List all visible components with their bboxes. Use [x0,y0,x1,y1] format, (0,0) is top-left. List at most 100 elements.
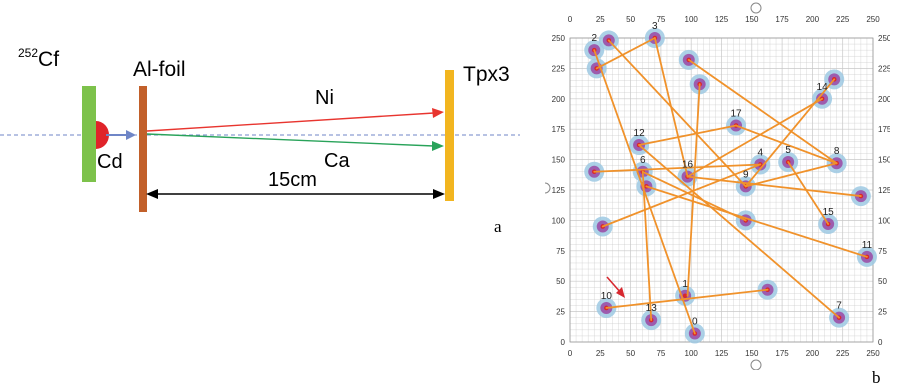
x-tick-label-top: 50 [626,15,635,24]
y-tick-labels-left: 0 25 50 75 100 125 150 175 200 225 250 [552,34,566,347]
track-line [641,170,653,322]
x-tick-label-bottom: 0 [568,349,573,358]
cluster-label: 1 [682,279,688,290]
y-tick-label-right: 150 [878,156,890,165]
y-tick-label-right: 125 [878,186,890,195]
tpx3-detector [445,70,454,201]
cd-absorber [96,121,109,149]
track-line [687,58,838,165]
y-tick-label-left: 125 [552,186,566,195]
track-line [787,161,830,225]
x-tick-label-bottom: 25 [596,349,605,358]
x-tick-label-top: 100 [685,15,699,24]
cluster-label: 11 [862,240,873,251]
distance-right-arrowhead [433,189,445,199]
x-tick-label-bottom: 200 [806,349,820,358]
cluster-label: 14 [817,82,829,93]
resize-handle-left[interactable] [545,182,551,194]
panel-a-letter: a [494,217,502,236]
y-tick-label-left: 100 [552,216,566,225]
cluster-map: 0 25 50 75 100 125 150 175 200 225 250 0 25 50 75 100 1… [545,0,890,370]
ca-arrowhead [432,141,444,151]
x-tick-label-top: 25 [596,15,605,24]
track-line [595,37,656,70]
y-tick-label-left: 0 [561,338,566,347]
y-tick-label-right: 0 [878,338,883,347]
x-tick-label-top: 200 [806,15,820,24]
cluster-label: 6 [640,155,646,166]
track-line [605,288,769,309]
cluster-label: 17 [730,109,742,120]
y-tick-label-left: 25 [556,308,565,317]
track-line [744,162,838,188]
cluster-label: 0 [692,316,698,327]
resize-handle-bottom[interactable] [750,359,762,370]
plot-frame [569,37,874,343]
cluster-label: 3 [652,21,658,32]
x-tick-label-bottom: 175 [775,349,789,358]
source-element: Cf [38,48,59,71]
track-line [607,39,747,188]
track-line [744,78,836,188]
y-tick-label-right: 200 [878,95,890,104]
x-tick-label-top: 225 [836,15,850,24]
y-tick-label-right: 100 [878,216,890,225]
x-tick-label-top: 0 [568,15,573,24]
y-tick-label-left: 225 [552,64,566,73]
tracks-layer [593,37,868,335]
track-line [638,144,840,319]
x-tick-label-bottom: 225 [836,349,850,358]
cluster-label: 2 [591,33,597,44]
track-line [686,175,862,197]
pointer-arrow [606,276,625,298]
ni-label: Ni [315,87,334,109]
track-line [735,124,838,165]
x-tick-label-top: 75 [656,15,665,24]
cluster-label: 12 [634,128,646,139]
source-isotope-superscript: 252 [18,46,38,60]
cluster-label: 16 [682,160,694,171]
x-tick-label-top: 125 [715,15,729,24]
cluster-label: 5 [785,145,791,156]
y-tick-label-left: 150 [552,156,566,165]
source-emission-arrowhead [126,130,136,140]
cluster-label: 9 [743,169,749,180]
ca-trajectory-arrow [146,133,435,147]
ni-arrowhead [432,108,444,118]
track-line [645,185,868,258]
setup-diagram: 252Cf Al-foil Tpx3 Ni Ca Cd 15cm [0,46,520,212]
x-tick-label-bottom: 100 [685,349,699,358]
y-tick-label-right: 225 [878,64,890,73]
y-tick-label-right: 25 [878,308,887,317]
x-tick-label-bottom: 250 [866,349,880,358]
distance-label: 15cm [268,169,317,191]
y-tick-label-left: 75 [556,247,565,256]
cluster-label: 4 [758,147,764,158]
cluster-label: 13 [646,303,658,314]
x-tick-label-bottom: 50 [626,349,635,358]
track-line [593,163,762,173]
track-line [686,97,823,178]
panel-b-letter: b [872,368,881,387]
y-tick-label-right: 75 [878,247,887,256]
cluster-label: 15 [823,207,835,218]
x-tick-label-bottom: 150 [745,349,759,358]
y-tick-label-right: 250 [878,34,890,43]
x-tick-label-top: 150 [745,15,759,24]
resize-handle-top[interactable] [750,2,762,14]
x-tick-label-bottom: 125 [715,349,729,358]
x-tick-labels-top: 0 25 50 75 100 125 150 175 200 225 250 [568,15,880,24]
x-tick-label-bottom: 75 [656,349,665,358]
foil-label: Al-foil [133,58,186,81]
ni-trajectory-arrow [146,112,435,132]
x-tick-label-top: 175 [775,15,789,24]
x-tick-labels-bottom: 0 25 50 75 100 125 150 175 200 225 250 [568,349,880,358]
cluster-label: 7 [836,301,842,312]
x-tick-label-top: 250 [866,15,880,24]
y-tick-label-left: 200 [552,95,566,104]
map-grid [569,37,874,343]
detector-label: Tpx3 [463,63,510,86]
track-line [653,37,689,178]
cluster-label: 8 [834,146,840,157]
